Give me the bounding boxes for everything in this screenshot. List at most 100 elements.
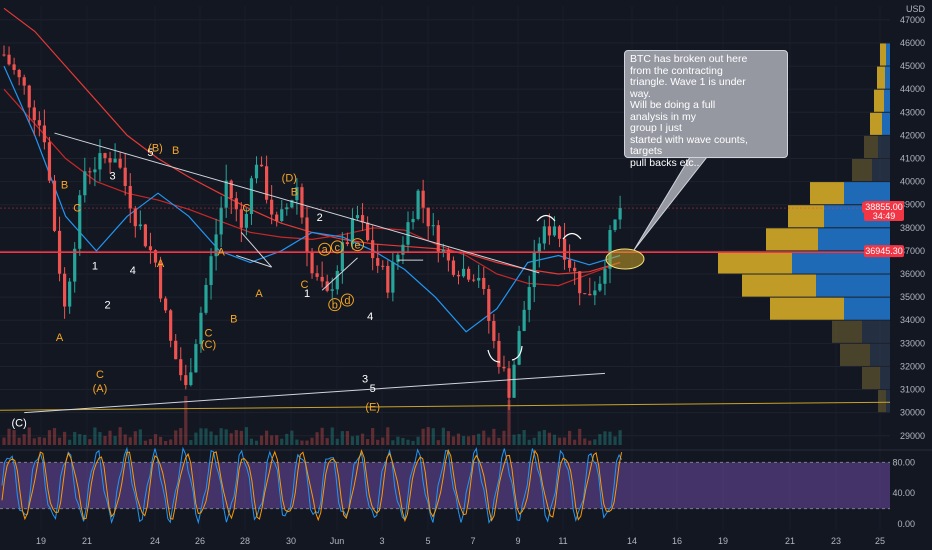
candle-body [22,77,26,86]
moving-average-line [3,88,621,287]
candle-body [118,158,122,168]
wave-label: B [172,145,179,157]
price-tick-label: 46000 [900,38,925,48]
candle-body [588,293,592,296]
volume-bar [27,427,31,445]
candle-body [381,265,385,267]
volume-bar [224,429,228,445]
volume-bar [467,436,471,445]
wave-label: d [344,295,350,307]
date-tick-label: 21 [785,536,795,546]
candle-body [603,268,607,284]
wave-label: e [354,240,360,252]
axes: 47000 46000 45000 44000 43000 42000 41000 40000… [36,4,925,546]
candle-body [285,207,289,210]
volume-bar [63,431,67,445]
wave-label: 5 [147,147,153,159]
rsi-tick-label: 0.00 [897,519,915,529]
volume-bar [426,427,430,445]
candle-body [335,270,339,290]
candle-body [148,246,153,251]
candle-body [275,214,279,221]
candle-body [598,283,602,291]
profile-bar-buy [882,112,890,135]
candle-body [517,330,521,365]
volume-bar [512,434,516,445]
candle-body [527,287,531,310]
candle-body [360,215,365,223]
profile-bar-sell [864,135,878,158]
date-tick-label: 7 [470,536,475,546]
wave-label: 3 [362,374,368,386]
level-badge-bg [864,245,904,258]
profile-bar-buy [862,320,890,343]
wave-label: C [205,327,213,339]
pattern-line [321,257,358,291]
volume-bar [527,439,531,445]
volume-bar [547,432,551,445]
candle-body [431,225,435,227]
candle-body [547,226,551,236]
volume-bar [52,428,57,445]
volume-bar [148,438,153,445]
volume-bar [229,433,233,445]
candle-body [209,256,213,285]
candle-body [355,215,360,219]
stoch-k-line [1,446,623,525]
price-tick-label: 40000 [900,177,925,187]
candle-body [32,107,36,121]
volume-bar [461,436,466,445]
candle-body [295,187,299,201]
candle-body [184,375,188,386]
candle-body [492,320,496,341]
candle-body [446,249,450,261]
volume-bar [22,434,26,445]
candle-body [68,281,72,307]
candle-body [169,310,173,341]
profile-bar-buy [872,158,890,182]
wave-label: (C) [201,339,216,351]
volume-bar [17,437,21,445]
volume-bar [381,437,385,445]
wave-label: 5 [370,383,376,395]
price-tick-label: 45000 [900,61,925,71]
profile-bar-sell [742,274,816,297]
candle-body [93,169,97,173]
volume-bar [532,437,536,445]
volume-bar [310,437,314,445]
candle-body [320,276,324,282]
volume-bar [83,434,87,445]
candle-body [219,207,223,235]
stoch-d-line [1,448,623,523]
candle-body [472,279,476,281]
date-tick-label: 26 [195,536,205,546]
price-tick-label: 35000 [900,292,925,302]
wave-label: 4 [367,311,373,323]
volume-bar [174,430,178,445]
volume-bar [583,438,587,445]
wave-label: B [61,180,68,192]
price-tick-label: 41000 [900,153,925,163]
price-tick-label: 36000 [900,269,925,279]
candle-body [406,222,410,245]
volume-bar [376,439,380,445]
volume-bars [2,395,622,445]
profile-bar-sell [770,297,844,320]
profile-bar-sell [870,112,882,135]
wave-label: 1 [92,260,98,272]
wave-label: A [255,288,263,300]
date-tick-label: 14 [627,536,637,546]
volume-bar [103,435,107,445]
wave-label-circle [318,242,332,256]
price-tick-label: 44000 [900,84,925,94]
profile-bar-sell [832,320,862,343]
candle-body [300,187,304,218]
candle-body [562,238,567,260]
wave-arc [511,345,523,361]
candle-body [204,284,208,313]
volume-bar [472,435,476,445]
price-tick-label: 31000 [900,385,925,395]
analysis-note[interactable]: BTC has broken out here from the contrac… [624,50,788,168]
